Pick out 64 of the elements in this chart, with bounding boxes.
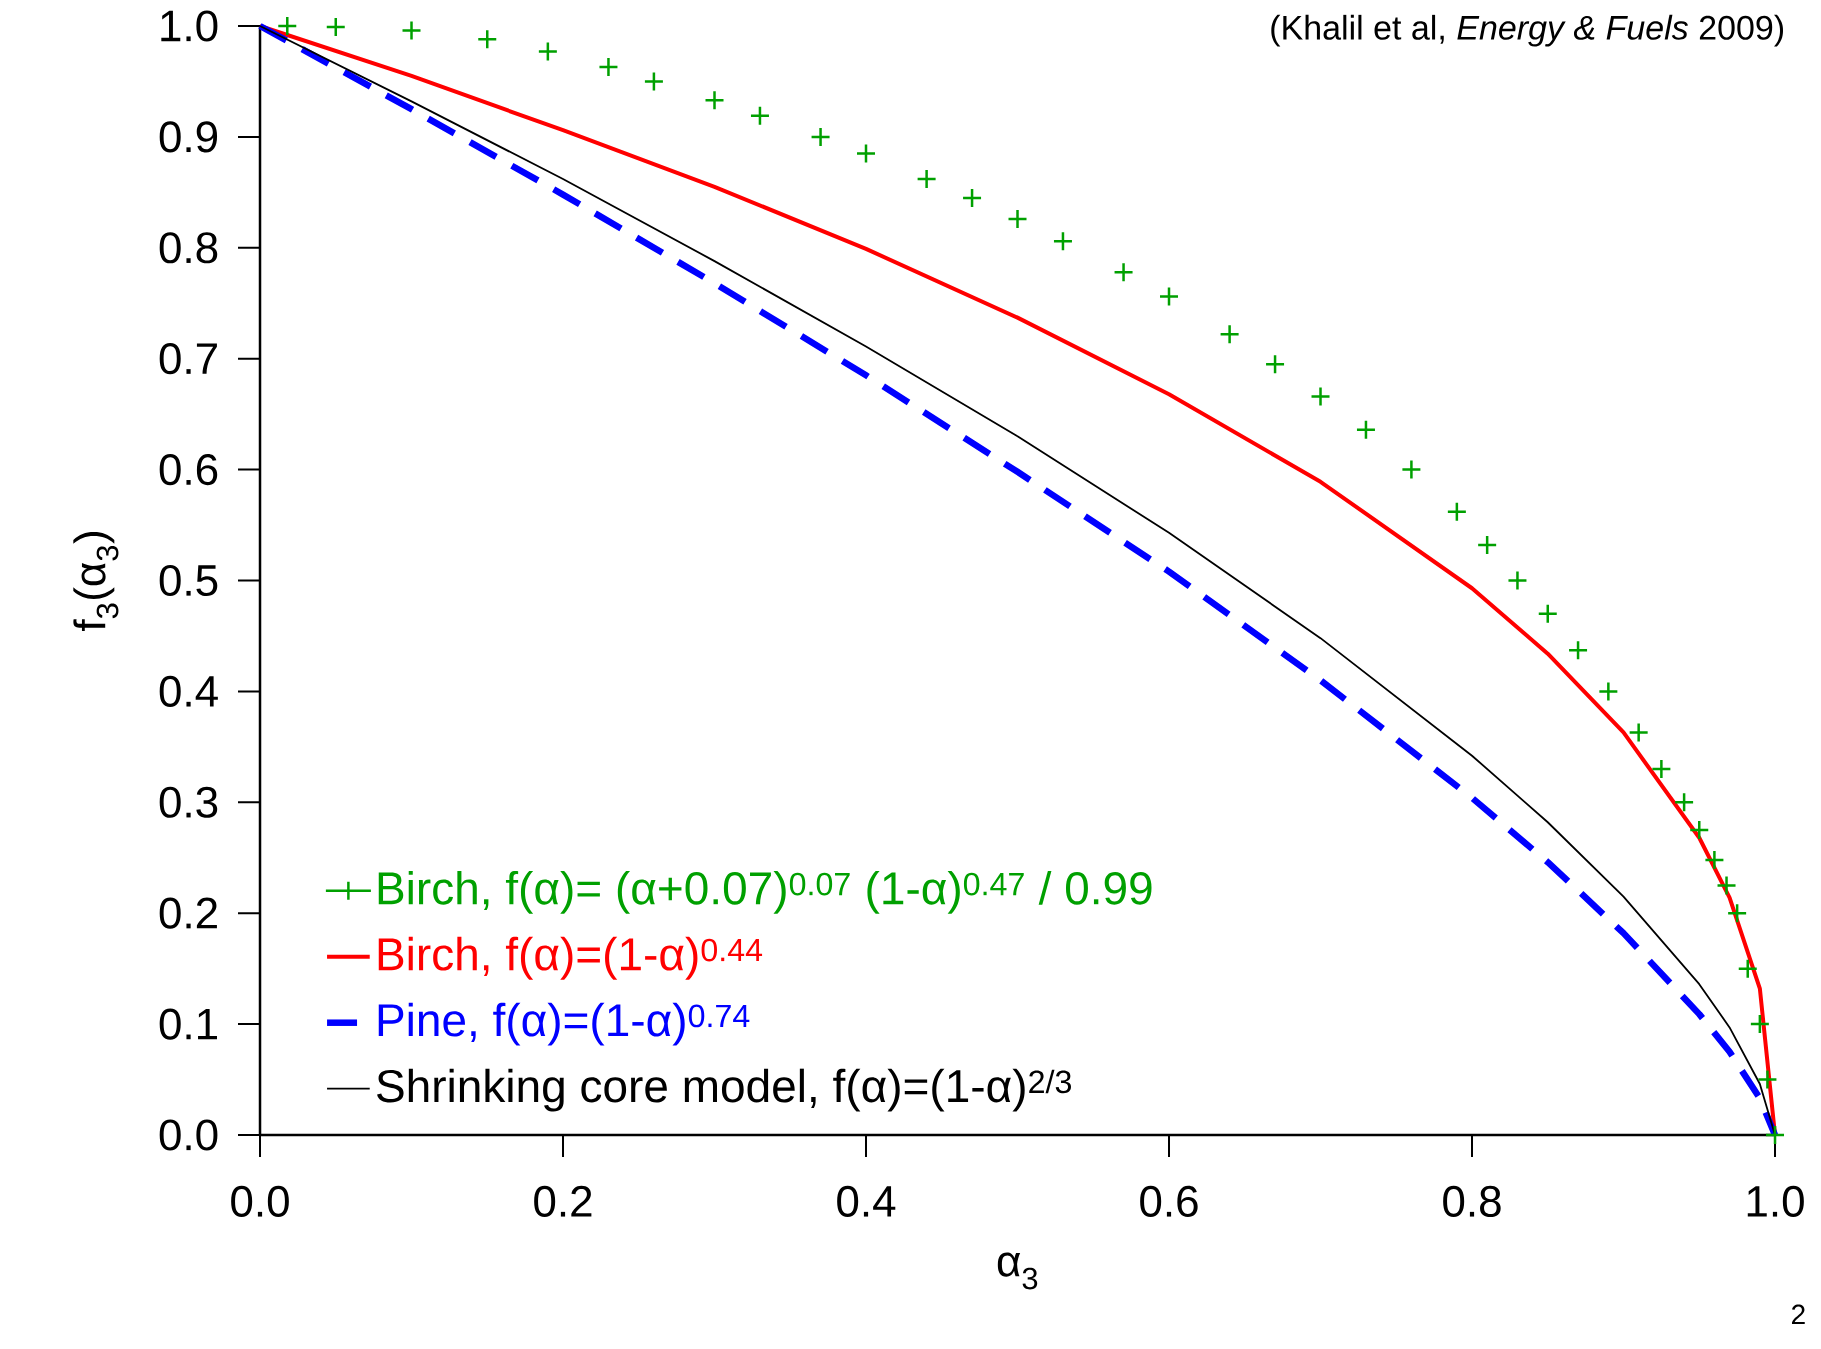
- point: [1264, 353, 1286, 375]
- point: [1537, 603, 1559, 625]
- point: [277, 15, 298, 37]
- x-tick-label: 0.4: [837, 1185, 896, 1217]
- point: [1007, 208, 1028, 230]
- y-tick-label: 0.5: [159, 564, 218, 597]
- x-tick-label: 0.2: [534, 1185, 592, 1217]
- y-tick-label: 0.7: [159, 343, 217, 375]
- point: [1716, 875, 1737, 896]
- x-tick-label: 0.8: [1443, 1185, 1501, 1217]
- point: [916, 168, 937, 190]
- point: [1749, 1013, 1771, 1035]
- point: [1726, 902, 1748, 924]
- point: [1507, 570, 1528, 591]
- point: [1704, 849, 1725, 871]
- legend-label: Shrinking core model, f(α)=(1-α)$^{2/3}$: [377, 1068, 1071, 1112]
- y-axis-title: f$_{3}$(α$_{3}$): [73, 532, 119, 631]
- point: [749, 105, 771, 127]
- point: [598, 56, 619, 78]
- y-tick-label: 1.0: [161, 10, 218, 42]
- legend-label: Birch, f(α)= (α+0.07)$^{0.07}$ (1-α)$^{0.47}$ / 0.99: [378, 870, 1152, 914]
- point: [477, 29, 498, 50]
- y-tick-label: 0.4: [159, 675, 218, 707]
- point: [1598, 681, 1619, 702]
- point: [961, 187, 983, 209]
- point: [325, 16, 347, 38]
- point: [855, 143, 877, 164]
- legend-label: Birch, f(α)=(1-α)$^{0.44}$: [378, 936, 763, 980]
- y-tick-label: 0.0: [159, 1119, 218, 1151]
- point: [1764, 1124, 1786, 1146]
- point: [1689, 819, 1710, 841]
- point: [1113, 261, 1134, 283]
- x-tick-label: 0.6: [1140, 1185, 1198, 1217]
- point: [1158, 286, 1180, 307]
- y-tick-label: 0.3: [159, 786, 218, 818]
- point: [704, 90, 725, 111]
- x-tick-label: 1.0: [1747, 1185, 1804, 1217]
- y-tick-label: 0.6: [159, 454, 218, 486]
- x-axis-title: α$_{3}$: [997, 1252, 1038, 1290]
- y-tick-label: 0.2: [159, 897, 217, 929]
- point: [1757, 1069, 1778, 1090]
- point: [810, 126, 831, 148]
- point: [1310, 386, 1331, 407]
- point: [1446, 501, 1468, 522]
- y-tick-label: 0.9: [159, 121, 218, 153]
- point: [1737, 958, 1758, 979]
- point: [1567, 640, 1589, 661]
- x-tick-label: 0.0: [231, 1185, 289, 1217]
- point: [1401, 459, 1422, 480]
- point: [1628, 722, 1649, 743]
- point: [1651, 758, 1672, 780]
- legend-label: Pine, f(α)=(1-α)$^{0.74}$: [378, 1002, 750, 1046]
- point: [643, 71, 665, 92]
- point: [1476, 534, 1498, 556]
- point: [401, 20, 422, 41]
- point: [1673, 792, 1695, 813]
- point: [1052, 230, 1074, 252]
- point: [1219, 324, 1240, 345]
- point: [1355, 419, 1377, 440]
- y-tick-label: 0.1: [159, 1008, 217, 1040]
- annotation: (Khalil et al, Energy & Fuels 2009): [1271, 14, 1784, 47]
- point: [537, 41, 559, 62]
- text: 2: [1791, 1304, 1805, 1325]
- y-tick-label: 0.8: [159, 232, 218, 264]
